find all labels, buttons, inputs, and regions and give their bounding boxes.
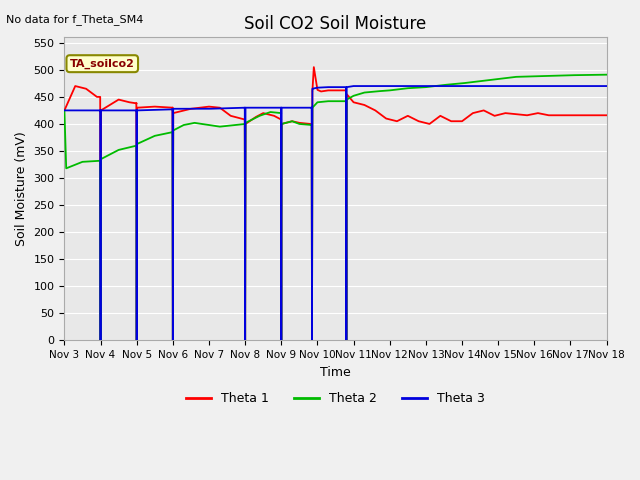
X-axis label: Time: Time <box>320 366 351 379</box>
Legend: Theta 1, Theta 2, Theta 3: Theta 1, Theta 2, Theta 3 <box>181 387 490 410</box>
Text: No data for f_Theta_SM4: No data for f_Theta_SM4 <box>6 14 144 25</box>
Y-axis label: Soil Moisture (mV): Soil Moisture (mV) <box>15 132 28 246</box>
Title: Soil CO2 Soil Moisture: Soil CO2 Soil Moisture <box>244 15 427 33</box>
Text: TA_soilco2: TA_soilco2 <box>70 59 134 69</box>
